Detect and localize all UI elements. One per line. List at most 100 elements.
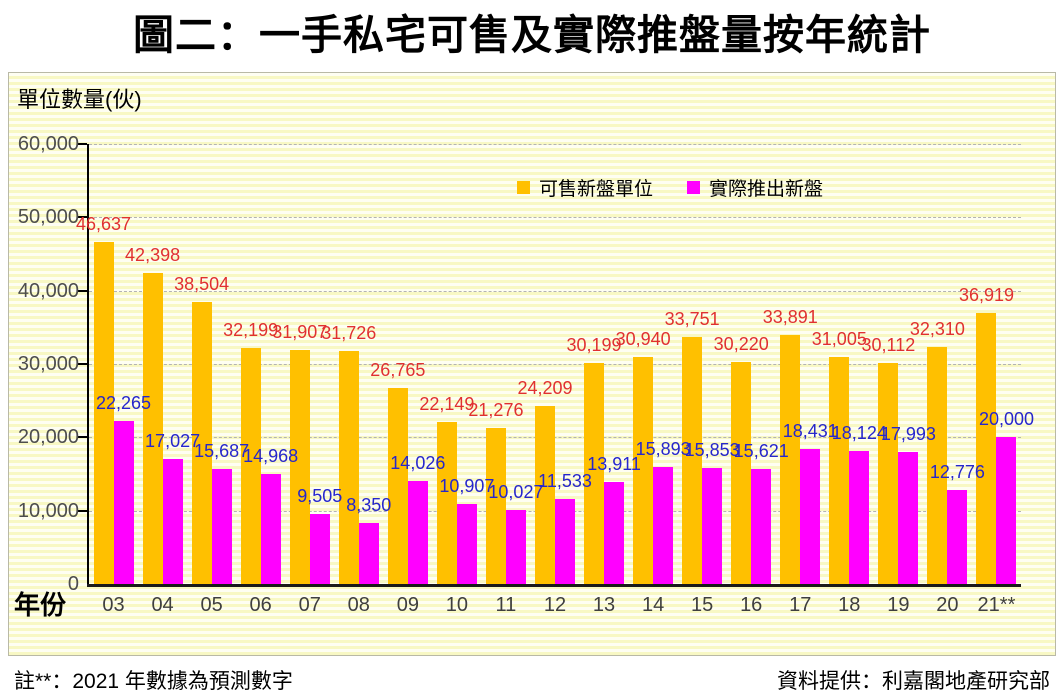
value-label-launched-16: 15,621 (733, 441, 789, 462)
value-label-available-21**: 36,919 (958, 285, 1014, 306)
bar-available-18 (829, 356, 850, 584)
value-label-launched-17: 18,431 (782, 420, 838, 441)
bar-launched-10 (456, 504, 477, 584)
legend-label-launched: 實際推出新盤 (709, 179, 824, 200)
chart-title: 圖二：一手私宅可售及實際推盤量按年統計 (133, 12, 931, 58)
legend: 可售新盤單位 實際推出新盤 (517, 174, 823, 201)
value-label-available-11: 21,276 (468, 399, 524, 420)
bar-available-15 (682, 336, 703, 584)
x-tick-label-18: 18 (838, 594, 861, 616)
y-tick-label: 0 (67, 573, 79, 595)
value-label-available-10: 22,149 (419, 393, 475, 414)
legend-swatch-available-icon (517, 181, 530, 194)
x-tick-label-10: 10 (445, 594, 468, 616)
x-tick-label-19: 19 (887, 594, 910, 616)
footnote-left: 註**：2021 年數據為預測數字 (14, 670, 293, 693)
value-label-launched-07: 9,505 (297, 486, 343, 507)
value-label-available-12: 24,209 (517, 378, 573, 399)
legend-item-launched: 實際推出新盤 (687, 174, 823, 201)
bar-launched-19 (898, 452, 919, 584)
value-label-launched-04: 17,027 (145, 431, 201, 452)
y-axis-tick (78, 509, 87, 512)
value-label-launched-12: 11,533 (538, 471, 592, 492)
bar-available-12 (535, 406, 555, 584)
y-tick-label: 60,000 (17, 133, 79, 155)
value-label-launched-15: 15,853 (684, 439, 740, 460)
y-tick-label: 50,000 (17, 206, 79, 229)
value-label-available-18: 31,005 (811, 328, 867, 349)
bar-launched-07 (309, 514, 330, 584)
bar-available-17 (780, 335, 801, 584)
gridline (89, 364, 1021, 365)
value-label-available-19: 30,112 (861, 335, 916, 356)
x-tick-label-07: 07 (298, 594, 321, 616)
value-label-launched-21**: 20,000 (978, 409, 1034, 430)
y-axis-tick (78, 143, 87, 145)
bar-available-10 (436, 421, 457, 584)
bar-launched-15 (702, 467, 723, 584)
bar-available-16 (731, 362, 752, 584)
bar-available-05 (191, 301, 212, 584)
y-axis-tick (78, 436, 87, 439)
y-axis-title: 單位數量(伙) (17, 87, 142, 112)
bar-available-13 (584, 362, 605, 584)
value-label-launched-10: 10,907 (439, 476, 495, 497)
value-label-available-05: 38,504 (174, 273, 230, 294)
bar-launched-11 (505, 510, 526, 584)
x-tick-label-06: 06 (249, 594, 272, 616)
x-tick-label-16: 16 (740, 594, 763, 616)
footnote-right: 資料提供：利嘉閣地產研究部 (777, 670, 1050, 693)
footnote-row: 註**：2021 年數據為預測數字 資料提供：利嘉閣地產研究部 (14, 665, 1050, 695)
plot-area: 46,637 42,398 38,504 32,199 31,907 31,726 26,7… (76, 143, 1034, 587)
bar-launched-20 (947, 490, 968, 584)
value-label-launched-11: 10,027 (488, 482, 544, 503)
x-tick-label-03: 03 (102, 594, 125, 616)
bar-available-04 (142, 273, 163, 584)
y-tick-label: 10,000 (17, 499, 79, 522)
value-label-available-07: 31,907 (272, 322, 328, 343)
x-tick-label-15: 15 (691, 594, 714, 616)
value-label-launched-14: 15,893 (635, 439, 691, 460)
value-label-available-17: 33,891 (762, 307, 818, 328)
x-tick-label-20: 20 (936, 594, 959, 616)
bar-launched-18 (849, 451, 870, 584)
bar-launched-21** (996, 437, 1017, 584)
x-tick-label-14: 14 (641, 594, 665, 616)
bar-available-19 (878, 363, 899, 584)
y-tick-label: 20,000 (17, 426, 79, 449)
bar-available-07 (289, 350, 310, 584)
bar-launched-14 (653, 467, 674, 584)
value-label-available-09: 26,765 (370, 359, 426, 380)
bar-available-09 (387, 387, 408, 584)
gridline (89, 437, 1021, 439)
x-tick-label-13: 13 (592, 594, 616, 616)
x-tick-label-04: 04 (151, 594, 174, 616)
bar-launched-13 (604, 482, 625, 584)
legend-item-available: 可售新盤單位 (517, 174, 653, 201)
value-label-available-15: 33,751 (664, 308, 720, 329)
bar-launched-12 (555, 499, 575, 584)
bar-launched-06 (260, 474, 281, 584)
value-label-launched-19: 17,993 (880, 424, 936, 445)
bar-available-20 (927, 347, 948, 584)
x-tick-label-11: 11 (495, 594, 517, 616)
value-label-available-20: 32,310 (909, 319, 965, 340)
value-label-launched-05: 15,687 (194, 440, 250, 461)
chart-area: 單位數量(伙) 可售新盤單位 實際推出新盤 46,637 42,398 38,504… (8, 72, 1056, 656)
x-tick-label-12: 12 (543, 594, 567, 616)
bar-available-21** (976, 313, 997, 584)
value-label-available-04: 42,398 (125, 245, 181, 266)
bar-available-03 (93, 242, 114, 584)
y-axis-tick (78, 363, 87, 365)
value-label-launched-20: 12,776 (929, 462, 985, 483)
x-axis-title: 年份 (14, 590, 67, 620)
bar-available-06 (240, 347, 261, 584)
legend-label-available: 可售新盤單位 (539, 179, 654, 200)
gridline (89, 290, 1021, 292)
value-label-launched-03: 22,265 (95, 392, 152, 413)
value-label-launched-09: 14,026 (390, 453, 446, 474)
y-axis-tick (78, 289, 87, 292)
bar-launched-17 (800, 448, 821, 584)
x-tick-label-09: 09 (396, 594, 419, 616)
value-label-available-13: 30,199 (566, 334, 622, 355)
